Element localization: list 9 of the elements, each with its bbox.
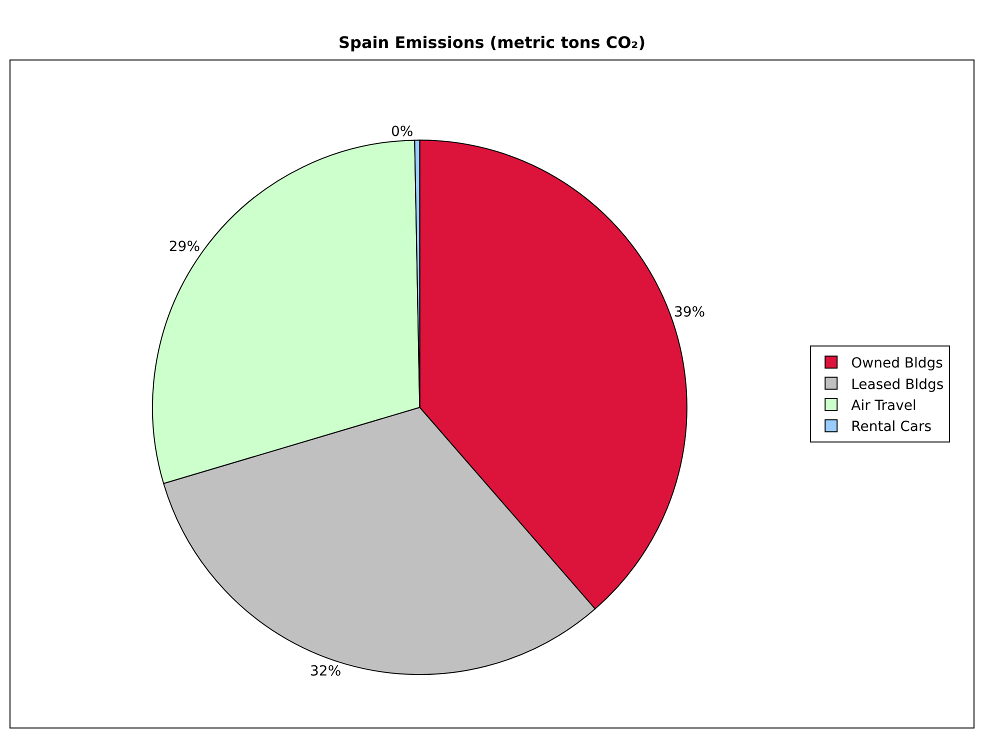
legend-label: Rental Cars: [851, 419, 932, 436]
data-label: 32%: [310, 663, 342, 680]
legend-label: Owned Bldgs: [851, 356, 943, 372]
legend-label: Leased Bldgs: [851, 376, 944, 393]
legend-label: Air Travel: [851, 398, 916, 414]
data-label: 29%: [168, 238, 200, 255]
data-label: 39%: [674, 304, 706, 321]
chart-title: Spain Emissions (metric tons CO₂): [338, 33, 646, 52]
data-label: 0%: [390, 124, 414, 140]
